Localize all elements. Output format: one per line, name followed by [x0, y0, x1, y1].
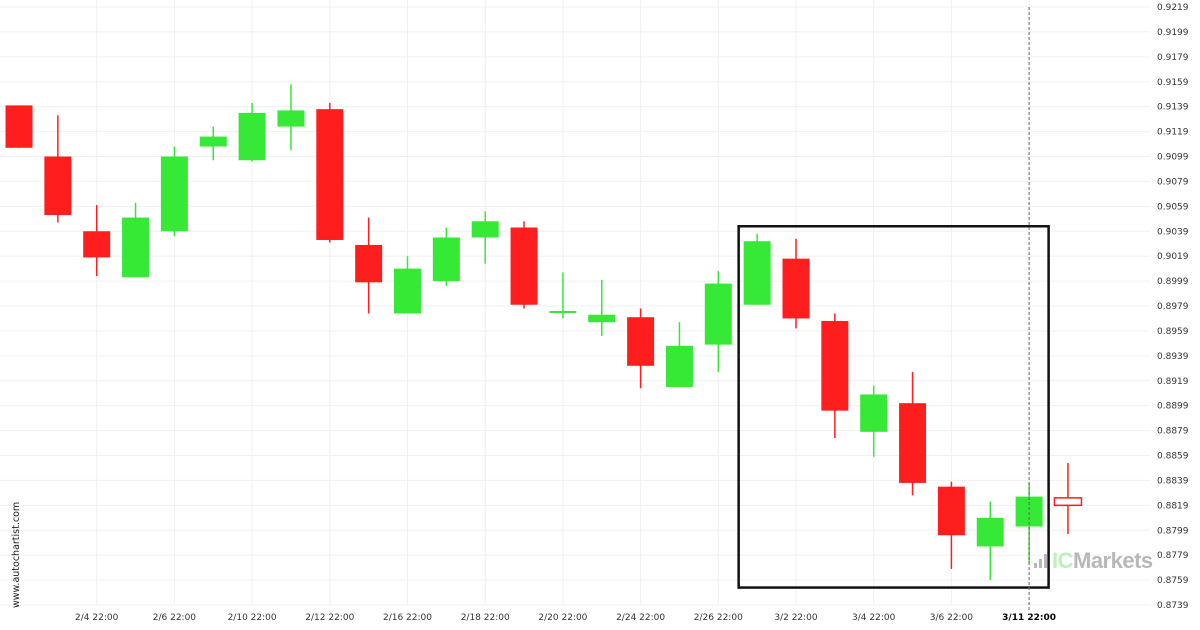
- candles: [5, 84, 1083, 581]
- x-tick-label: 3/2 22:00: [774, 613, 818, 623]
- y-tick-label: 0.8739: [1157, 601, 1189, 611]
- y-tick-label: 0.8939: [1157, 352, 1189, 362]
- y-tick-label: 0.9139: [1157, 103, 1189, 113]
- y-tick-label: 0.9059: [1157, 202, 1189, 212]
- logo-prefix: IC: [1052, 548, 1074, 573]
- watermark-text: www.autochartist.com: [11, 501, 22, 608]
- overlay: [737, 7, 1050, 610]
- candle-body-up: [160, 156, 188, 232]
- y-tick-label: 0.8919: [1157, 377, 1189, 387]
- candle-body-up: [238, 112, 266, 161]
- x-tick-label: 2/10 22:00: [228, 613, 277, 623]
- x-tick-label: 3/4 22:00: [852, 613, 896, 623]
- x-tick-label: 2/26 22:00: [694, 613, 743, 623]
- y-tick-label: 0.9039: [1157, 227, 1189, 237]
- x-tick-label: 2/4 22:00: [75, 613, 119, 623]
- candle-body-up: [122, 217, 150, 278]
- y-tick-label: 0.8819: [1157, 501, 1189, 511]
- y-tick-label: 0.9199: [1157, 28, 1189, 38]
- candle-body-up: [394, 268, 421, 314]
- candle-body-down: [5, 105, 33, 148]
- logo-bars-icon: [1034, 554, 1050, 568]
- y-axis: 0.9219 0.9199 0.9179 0.9159 0.9139 0.9119 0.90…: [1157, 3, 1189, 611]
- x-tick-label: 2/20 22:00: [538, 613, 587, 623]
- candle-body-up: [277, 110, 305, 127]
- candle-body-up: [860, 394, 888, 432]
- y-tick-label: 0.8759: [1157, 576, 1189, 586]
- candle-body-up: [743, 241, 771, 305]
- candle-body-down: [627, 317, 655, 366]
- y-tick-label: 0.8779: [1157, 551, 1189, 561]
- candle-body-down: [44, 156, 72, 216]
- x-tick-label: 2/6 22:00: [153, 613, 197, 623]
- logo-suffix: Markets: [1073, 548, 1153, 573]
- y-tick-label: 0.9159: [1157, 78, 1189, 88]
- pattern-box: [737, 225, 1050, 589]
- y-tick-label: 0.8859: [1157, 452, 1189, 462]
- y-tick-label: 0.9219: [1157, 3, 1189, 13]
- x-tick-label: 2/16 22:00: [383, 613, 432, 623]
- y-tick-label: 0.9119: [1157, 128, 1189, 138]
- x-tick-label: 3/11 22:00: [1002, 613, 1056, 623]
- candle-body-down: [510, 227, 538, 305]
- candle-body-up: [665, 345, 693, 387]
- y-tick-label: 0.9079: [1157, 177, 1189, 187]
- candle-body-down: [83, 231, 111, 258]
- y-tick-label: 0.8959: [1157, 327, 1189, 337]
- y-tick-label: 0.8979: [1157, 302, 1189, 312]
- y-tick-label: 0.9019: [1157, 252, 1189, 262]
- x-tick-label: 2/12 22:00: [305, 613, 354, 623]
- y-tick-label: 0.8879: [1157, 427, 1189, 437]
- candle-body-up: [588, 314, 616, 323]
- candle-body-down: [355, 244, 383, 283]
- candle-body-up: [976, 517, 1004, 547]
- x-tick-label: 2/24 22:00: [616, 613, 665, 623]
- y-tick-label: 0.8799: [1157, 526, 1189, 536]
- candle-body-up: [432, 237, 460, 282]
- y-tick-label: 0.9179: [1157, 53, 1189, 63]
- candle-body-down: [899, 403, 927, 483]
- candle-body-up: [704, 283, 732, 345]
- candle-body-up: [199, 136, 227, 147]
- candle-body-down: [937, 486, 965, 536]
- candle-body-down: [316, 109, 344, 240]
- candle-body-up: [1015, 496, 1043, 527]
- icmarkets-logo: ICMarkets: [1034, 548, 1153, 574]
- candle-body-up: [549, 310, 577, 313]
- x-axis: 2/4 22:00 2/6 22:00 2/10 22:00 2/12 22:00 2/…: [75, 613, 1056, 623]
- y-tick-label: 0.8899: [1157, 402, 1189, 412]
- candle-body-down: [821, 320, 849, 411]
- x-tick-label: 2/18 22:00: [461, 613, 510, 623]
- x-tick-label: 3/6 22:00: [930, 613, 974, 623]
- grid: [0, 0, 1150, 606]
- y-tick-label: 0.8999: [1157, 277, 1189, 287]
- candle-body-up: [471, 221, 499, 238]
- y-tick-label: 0.8839: [1157, 476, 1189, 486]
- candle-body-current: [1053, 497, 1083, 507]
- candle-body-down: [782, 258, 810, 319]
- y-tick-label: 0.9099: [1157, 153, 1189, 163]
